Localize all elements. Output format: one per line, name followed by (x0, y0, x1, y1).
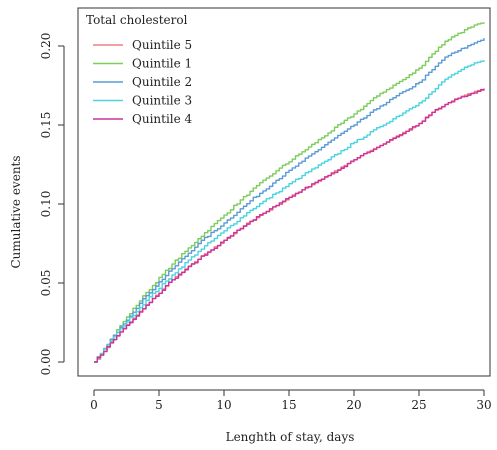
x-axis-label: Lenghth of stay, days (226, 430, 355, 444)
y-tick-label: 0.15 (39, 112, 53, 139)
x-tick-label: 0 (90, 398, 98, 412)
series-line-quintile-3 (94, 60, 485, 363)
legend-label-quintile-3: Quintile 3 (132, 94, 192, 108)
x-tick-label: 15 (281, 398, 296, 412)
y-tick-label: 0.20 (39, 33, 53, 60)
x-tick-label: 30 (476, 398, 491, 412)
legend-label-quintile-2: Quintile 2 (132, 75, 192, 89)
y-tick-label: 0.10 (39, 191, 53, 218)
legend-title: Total cholesterol (86, 13, 188, 27)
series-line-quintile-5 (94, 88, 485, 363)
series-line-quintile-4 (94, 88, 485, 363)
legend-entries: Quintile 5 Quintile 1 Quintile 2 Quintile 3… (93, 38, 193, 126)
y-axis: 0.00 0.05 0.10 0.15 0.20 (39, 33, 65, 376)
y-tick-label: 0.00 (39, 349, 53, 376)
x-tick-label: 5 (155, 398, 163, 412)
series-layer (94, 22, 485, 363)
x-tick-label: 25 (411, 398, 426, 412)
series-line-quintile-1 (94, 22, 485, 363)
x-axis: 0 5 10 15 20 25 30 (90, 389, 492, 412)
legend-label-quintile-4: Quintile 4 (132, 112, 193, 126)
plot-frame (77, 7, 491, 377)
series-line-quintile-2 (94, 38, 485, 363)
legend-label-quintile-1: Quintile 1 (132, 57, 192, 71)
x-tick-label: 10 (216, 398, 231, 412)
x-tick-label: 20 (346, 398, 361, 412)
y-axis-label: Cumulative events (9, 155, 23, 268)
y-tick-label: 0.05 (39, 270, 53, 297)
legend-label-quintile-5: Quintile 5 (132, 38, 192, 52)
